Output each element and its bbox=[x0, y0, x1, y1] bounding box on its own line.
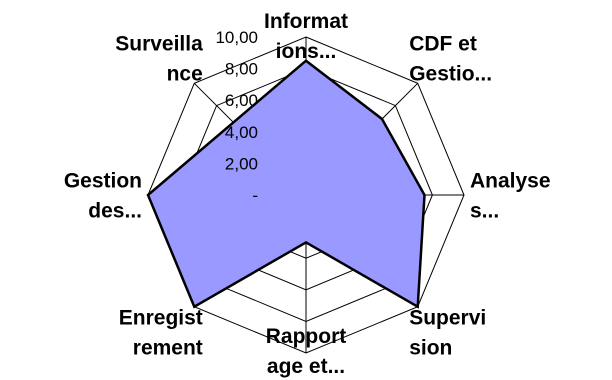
category-label: rement bbox=[133, 337, 203, 360]
category-label: sion bbox=[409, 337, 452, 360]
category-label: des... bbox=[88, 200, 142, 223]
category-label: Analyse bbox=[470, 170, 551, 193]
series-area bbox=[146, 59, 426, 309]
category-label: age et... bbox=[267, 355, 345, 378]
category-label: Rapport bbox=[266, 325, 347, 348]
tick-label: - bbox=[252, 186, 258, 205]
radar-series-group bbox=[146, 59, 426, 309]
category-labels: Informat ions... CDF et Gestio... Analyse s..… bbox=[64, 10, 551, 378]
tick-label: 4,00 bbox=[225, 123, 258, 142]
category-label: Supervi bbox=[409, 307, 486, 330]
category-label: Gestio... bbox=[409, 62, 492, 85]
category-label: Informat bbox=[264, 10, 348, 33]
tick-label: 10,00 bbox=[215, 28, 258, 47]
category-label: Surveilla bbox=[115, 32, 203, 55]
tick-label: 2,00 bbox=[225, 154, 258, 173]
tick-label: 6,00 bbox=[225, 91, 258, 110]
tick-label: 8,00 bbox=[225, 60, 258, 79]
category-label: Gestion bbox=[64, 170, 142, 193]
category-label: CDF et bbox=[409, 32, 477, 55]
radial-tick-labels: - 2,00 4,00 6,00 8,00 10,00 bbox=[215, 28, 258, 205]
category-label: Enregist bbox=[119, 307, 203, 330]
category-label: ions... bbox=[276, 40, 337, 63]
category-label: nce bbox=[167, 62, 203, 85]
category-label: s... bbox=[470, 200, 499, 223]
